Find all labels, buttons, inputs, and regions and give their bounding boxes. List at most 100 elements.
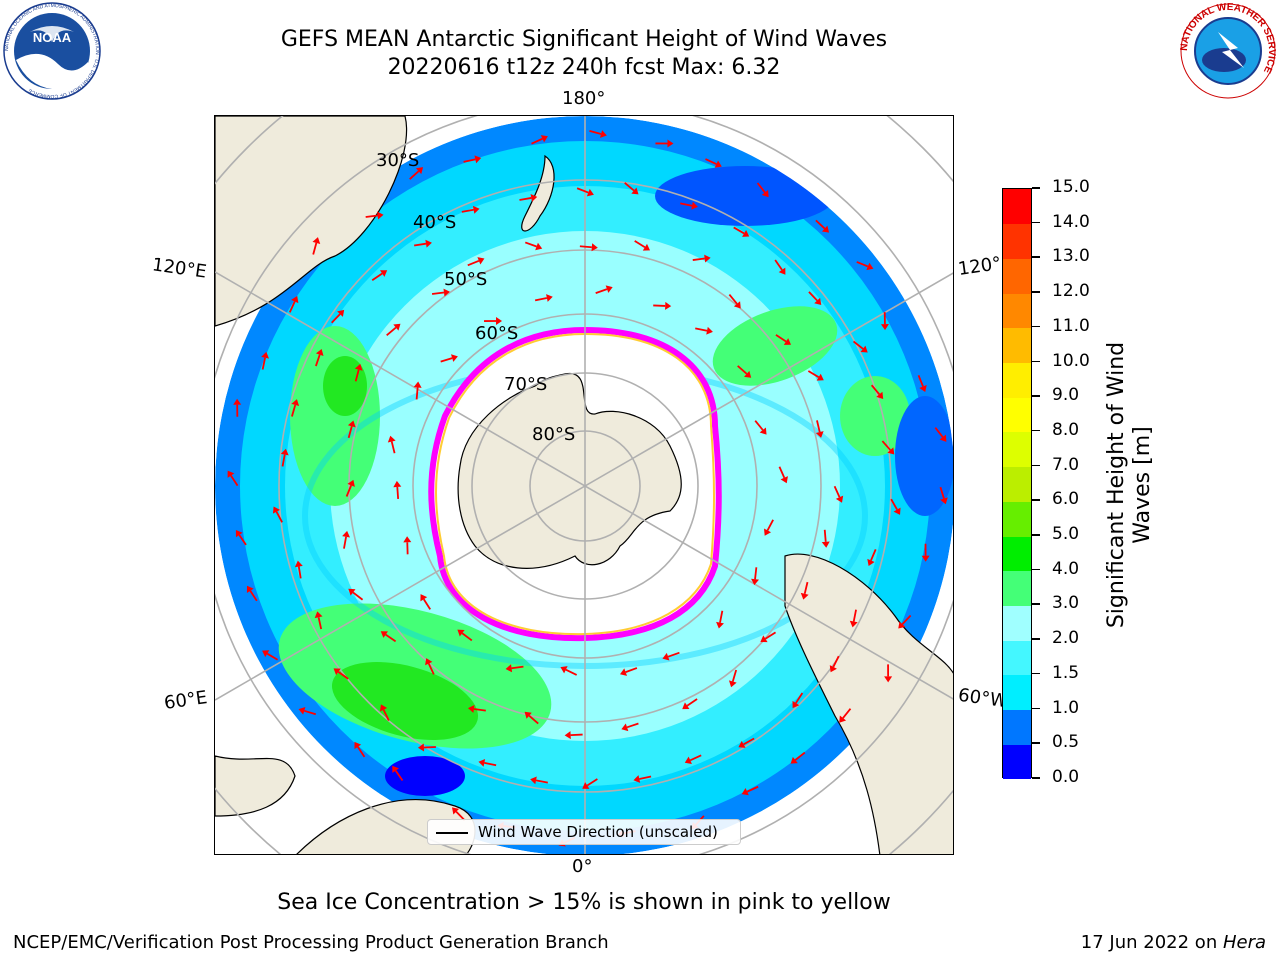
wind-arrow-head	[860, 345, 868, 353]
wind-arrow-head	[227, 470, 235, 478]
colorbar-tick	[1032, 395, 1040, 397]
wind-arrow-head	[392, 765, 399, 773]
wind-arrow-head	[337, 309, 345, 317]
colorbar-segment	[1003, 536, 1031, 572]
chart-subtitle: 20220616 t12z 240h fcst Max: 6.32	[387, 55, 781, 80]
colorbar-tick-label: 9.0	[1052, 385, 1080, 406]
wind-arrow	[534, 297, 548, 302]
wind-arrow	[917, 374, 924, 387]
colorbar-tick	[1032, 672, 1040, 675]
wind-arrow	[692, 257, 705, 261]
wind-arrow-head	[393, 323, 401, 331]
wind-arrow	[304, 709, 317, 716]
wind-arrow-head	[605, 285, 613, 293]
wind-arrow-head	[839, 715, 847, 723]
wind-arrow-head	[898, 621, 906, 629]
wind-arrow	[842, 708, 852, 719]
wind-arrow-head	[443, 288, 450, 297]
wind-arrow-head	[478, 758, 486, 767]
wind-arrow-head	[496, 317, 503, 326]
wind-arrow	[396, 486, 400, 499]
colorbar-tick-label: 13.0	[1052, 246, 1090, 267]
colorbar-segment	[1003, 640, 1031, 676]
wind-arrow-head	[560, 666, 568, 674]
wind-arrow-head	[835, 495, 844, 503]
wind-arrow	[461, 208, 474, 213]
lat-label-80s: 80°S	[532, 424, 576, 445]
colorbar-segment	[1003, 327, 1031, 364]
wind-arrow	[312, 242, 318, 255]
wind-arrow	[347, 426, 353, 439]
wind-arrow	[394, 770, 404, 782]
wind-arrow	[288, 301, 296, 313]
wind-arrow-head	[291, 399, 300, 407]
wind-arrow-head	[235, 530, 243, 538]
wind-arrow	[807, 370, 820, 378]
wind-arrow	[275, 511, 283, 523]
sea-ice-note: Sea Ice Concentration > 15% is shown in …	[277, 890, 891, 915]
wind-arrow-head	[530, 193, 538, 202]
wind-arrow-head	[763, 528, 772, 536]
credit-text: NCEP/EMC/Verification Post Processing Pr…	[13, 932, 609, 953]
wind-arrow-head	[706, 326, 713, 335]
wind-arrow-head	[783, 338, 792, 345]
lon-label-60e: 60°E	[162, 687, 209, 714]
noaa-logo-text: NOAA	[33, 30, 72, 45]
colorbar-segment	[1003, 605, 1031, 641]
wind-arrow-head	[379, 704, 388, 712]
wind-arrow-head	[704, 254, 711, 263]
wind-arrow-head	[546, 294, 553, 302]
wind-arrow-head	[742, 229, 750, 237]
wind-arrow-head	[379, 270, 388, 277]
colorbar-segment	[1003, 397, 1031, 433]
wind-arrow	[511, 665, 524, 670]
wind-arrow	[579, 245, 592, 249]
wind-arrow-head	[298, 706, 306, 715]
polar-map	[215, 116, 953, 854]
wind-arrow	[766, 519, 774, 531]
map-legend: Wind Wave Direction (unscaled)	[427, 819, 741, 845]
wind-arrow-head	[342, 530, 351, 538]
colorbar-segment	[1003, 709, 1031, 745]
chart-title: GEFS MEAN Antarctic Significant Height o…	[280, 27, 888, 52]
wind-arrow-head	[377, 211, 384, 220]
colorbar-tick-label: 3.0	[1052, 593, 1080, 614]
colorbar-tick-label: 2.0	[1052, 628, 1080, 649]
wind-arrow-head	[744, 370, 752, 378]
wind-arrow	[261, 357, 266, 370]
colorbar-segment	[1003, 189, 1031, 225]
colorbar-tick	[1032, 499, 1040, 501]
colorbar-tick	[1032, 777, 1040, 779]
wind-arrow-head	[728, 680, 737, 688]
wind-arrow	[756, 182, 766, 194]
noaa-logo: NOAA NATIONAL OCEANIC AND ATMOSPHERIC AD…	[3, 2, 101, 100]
colorbar-tick-label: 14.0	[1052, 211, 1090, 232]
colorbar-tick	[1032, 568, 1040, 571]
wind-arrow-head	[280, 448, 289, 456]
wind-arrow-head	[621, 723, 629, 732]
wind-arrow	[343, 536, 347, 549]
wind-arrow-head	[665, 301, 672, 310]
colorbar-tick	[1032, 360, 1040, 363]
colorbar-tick	[1032, 429, 1040, 432]
lon-label-120e: 120°E	[150, 254, 208, 283]
lat-label-60s: 60°S	[475, 323, 519, 344]
wind-arrow-head	[682, 702, 690, 710]
wind-arrow-head	[348, 588, 356, 596]
wind-arrow-head	[867, 558, 875, 566]
wind-arrow-head	[312, 237, 321, 244]
colorbar-tick-label: 1.0	[1052, 697, 1080, 718]
wind-arrow-head	[780, 476, 788, 484]
colorbar-segment	[1003, 501, 1031, 537]
wind-arrow-head	[800, 592, 809, 600]
wind-arrow	[431, 291, 445, 295]
wind-arrow-head	[691, 201, 698, 210]
wind-arrow	[524, 241, 537, 248]
wind-arrow	[686, 698, 698, 707]
wind-arrow	[733, 226, 745, 235]
wind-arrow	[386, 326, 397, 336]
lat-label-30s: 30°S	[376, 150, 420, 171]
wind-arrow	[870, 384, 881, 395]
wind-arrow-head	[262, 650, 270, 658]
antarctica-land	[457, 373, 682, 569]
